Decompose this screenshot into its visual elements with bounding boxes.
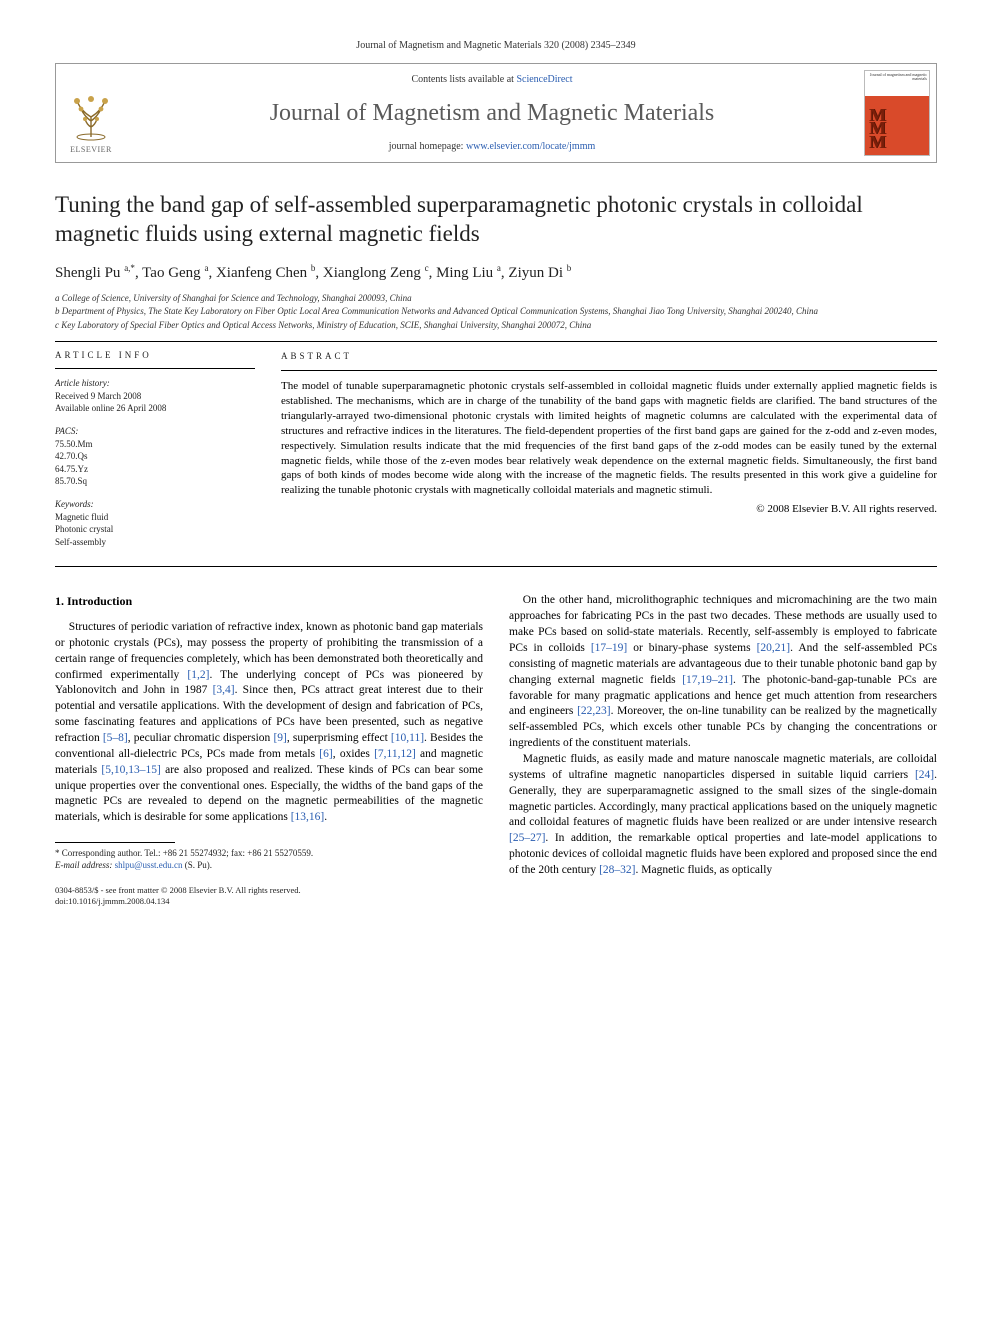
history-label: Article history:: [55, 377, 255, 390]
ref-link[interactable]: [1,2]: [187, 669, 209, 681]
section-heading: 1. Introduction: [55, 593, 483, 610]
header-middle: Contents lists available at ScienceDirec…: [126, 64, 858, 162]
ref-link[interactable]: [28–32]: [599, 864, 635, 876]
abstract-column: ABSTRACT The model of tunable superparam…: [281, 350, 937, 558]
front-matter-line: 0304-8853/$ - see front matter © 2008 El…: [55, 885, 483, 907]
rule-top: [55, 341, 937, 342]
homepage-line: journal homepage: www.elsevier.com/locat…: [134, 141, 850, 152]
elsevier-tree-icon: [63, 87, 119, 143]
body-paragraph: Structures of periodic variation of refr…: [55, 620, 483, 826]
cover-mmm-logo: MMM: [869, 109, 886, 150]
journal-cover-thumb: Journal of magnetism and magnetic materi…: [864, 70, 930, 156]
cover-top-text: Journal of magnetism and magnetic materi…: [865, 73, 927, 82]
pacs-code: 64.75.Yz: [55, 463, 255, 476]
abstract-text: The model of tunable superparamagnetic p…: [281, 379, 937, 498]
pacs-block: PACS: 75.50.Mm 42.70.Qs 64.75.Yz 85.70.S…: [55, 425, 255, 488]
corresponding-email-line: E-mail address: shlpu@usst.edu.cn (S. Pu…: [55, 859, 483, 871]
ref-link[interactable]: [5,10,13–15]: [101, 764, 160, 776]
ref-link[interactable]: [9]: [273, 732, 286, 744]
contents-available-line: Contents lists available at ScienceDirec…: [134, 74, 850, 85]
homepage-link[interactable]: www.elsevier.com/locate/jmmm: [466, 141, 595, 152]
pacs-code: 75.50.Mm: [55, 438, 255, 451]
running-head: Journal of Magnetism and Magnetic Materi…: [55, 40, 937, 51]
footnotes: * Corresponding author. Tel.: +86 21 552…: [55, 847, 483, 871]
page: Journal of Magnetism and Magnetic Materi…: [0, 0, 992, 948]
affiliation: c Key Laboratory of Special Fiber Optics…: [55, 319, 937, 332]
corresponding-author: * Corresponding author. Tel.: +86 21 552…: [55, 847, 483, 859]
body-columns: 1. Introduction Structures of periodic v…: [55, 593, 937, 907]
article-title: Tuning the band gap of self-assembled su…: [55, 191, 937, 249]
article-history: Article history: Received 9 March 2008 A…: [55, 377, 255, 415]
body-paragraph: On the other hand, microlithographic tec…: [509, 593, 937, 752]
ref-link[interactable]: [17–19]: [591, 642, 627, 654]
affiliation: a College of Science, University of Shan…: [55, 292, 937, 305]
keyword: Magnetic fluid: [55, 511, 255, 524]
email-tail: (S. Pu).: [182, 860, 212, 870]
ref-link[interactable]: [13,16]: [291, 811, 325, 823]
front-matter-text: 0304-8853/$ - see front matter © 2008 El…: [55, 885, 483, 896]
history-line: Received 9 March 2008: [55, 390, 255, 403]
ref-link[interactable]: [3,4]: [213, 684, 235, 696]
footnote-rule: [55, 842, 175, 843]
abstract-copyright: © 2008 Elsevier B.V. All rights reserved…: [281, 502, 937, 517]
journal-name: Journal of Magnetism and Magnetic Materi…: [134, 100, 850, 127]
keywords-label: Keywords:: [55, 498, 255, 511]
ref-link[interactable]: [10,11]: [391, 732, 424, 744]
ref-link[interactable]: [17,19–21]: [682, 674, 733, 686]
abstract-rule: [281, 370, 937, 371]
ref-link[interactable]: [20,21]: [757, 642, 791, 654]
keywords-block: Keywords: Magnetic fluid Photonic crysta…: [55, 498, 255, 548]
contents-prefix: Contents lists available at: [411, 74, 516, 85]
doi-text: doi:10.1016/j.jmmm.2008.04.134: [55, 896, 483, 907]
sciencedirect-link[interactable]: ScienceDirect: [516, 74, 572, 85]
journal-header: ELSEVIER Contents lists available at Sci…: [55, 63, 937, 163]
affiliation: b Department of Physics, The State Key L…: [55, 305, 937, 318]
ref-link[interactable]: [22,23]: [577, 705, 611, 717]
ref-link[interactable]: [24]: [915, 769, 934, 781]
homepage-prefix: journal homepage:: [389, 141, 466, 152]
ref-link[interactable]: [25–27]: [509, 832, 545, 844]
meta-abstract-row: ARTICLE INFO Article history: Received 9…: [55, 350, 937, 558]
history-line: Available online 26 April 2008: [55, 402, 255, 415]
abstract-head: ABSTRACT: [281, 350, 937, 362]
article-info-head: ARTICLE INFO: [55, 350, 255, 360]
ref-link[interactable]: [5–8]: [103, 732, 128, 744]
authors-line: Shengli Pu a,*, Tao Geng a, Xianfeng Che…: [55, 263, 937, 282]
ref-link[interactable]: [6]: [319, 748, 332, 760]
ref-link[interactable]: [7,11,12]: [374, 748, 416, 760]
article-info-column: ARTICLE INFO Article history: Received 9…: [55, 350, 255, 558]
pacs-code: 85.70.Sq: [55, 475, 255, 488]
body-paragraph: Magnetic fluids, as easily made and matu…: [509, 752, 937, 879]
rule-bottom: [55, 566, 937, 567]
keyword: Photonic crystal: [55, 523, 255, 536]
email-link[interactable]: shlpu@usst.edu.cn: [115, 860, 183, 870]
pacs-code: 42.70.Qs: [55, 450, 255, 463]
publisher-cell: ELSEVIER: [56, 64, 126, 162]
email-label: E-mail address:: [55, 860, 115, 870]
publisher-name: ELSEVIER: [70, 145, 112, 154]
pacs-label: PACS:: [55, 425, 255, 438]
info-rule: [55, 368, 255, 369]
keyword: Self-assembly: [55, 536, 255, 549]
cover-cell: Journal of magnetism and magnetic materi…: [858, 64, 936, 162]
affiliations: a College of Science, University of Shan…: [55, 292, 937, 332]
